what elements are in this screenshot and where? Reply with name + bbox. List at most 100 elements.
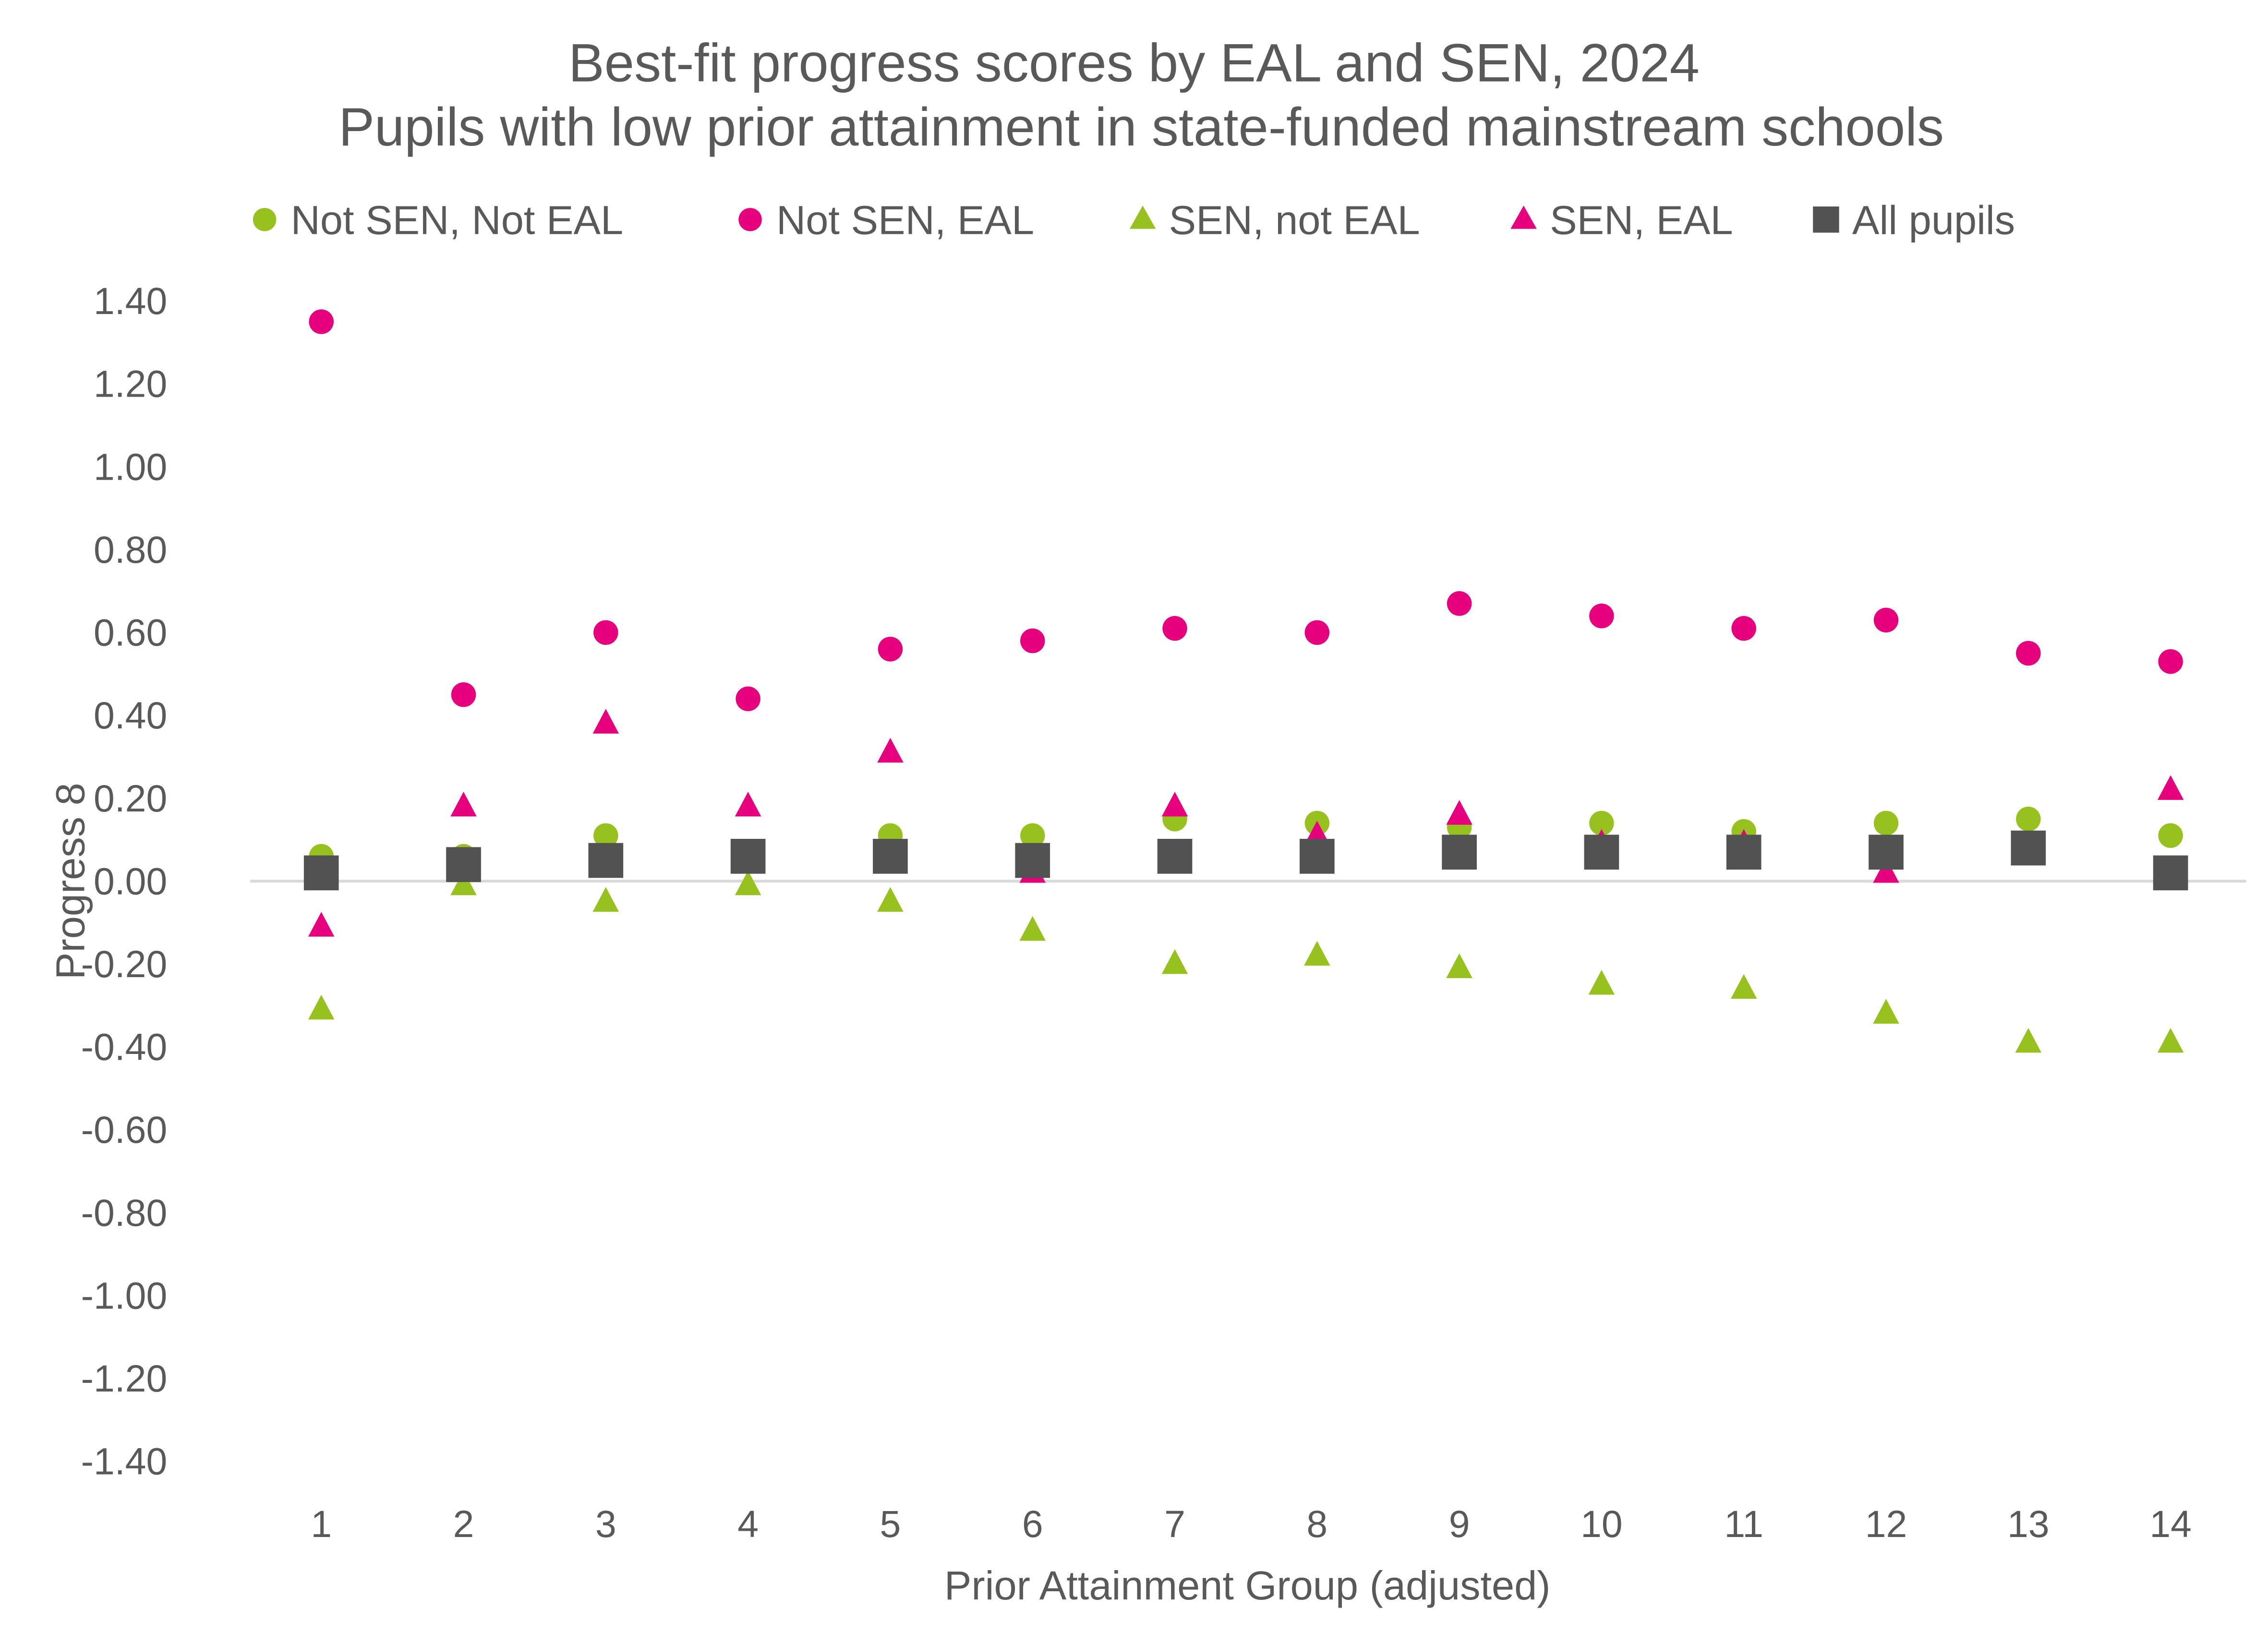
y-tick-label: 0.80 [94, 529, 167, 571]
x-tick-label: 6 [1022, 1503, 1043, 1545]
legend-item: SEN, EAL [1510, 197, 1733, 243]
data-point [736, 686, 760, 712]
data-point [1446, 953, 1472, 978]
data-point [308, 994, 335, 1020]
y-tick-label: 0.40 [94, 694, 167, 737]
series-sen-eal [308, 709, 2184, 937]
series-sen-not-eal [308, 870, 2184, 1053]
legend-item: SEN, not EAL [1129, 197, 1420, 243]
legend-marker-icon [1813, 206, 1839, 233]
series-not-sen-eal [309, 309, 2183, 712]
series-all-pupils [303, 830, 2188, 891]
data-point [2015, 1028, 2042, 1053]
data-point [1873, 607, 1899, 633]
data-point [2016, 641, 2041, 666]
data-point [1020, 628, 1045, 654]
data-point [1731, 616, 1756, 641]
data-point [451, 682, 476, 707]
x-tick-label: 12 [1865, 1503, 1907, 1545]
chart-subtitle: Pupils with low prior attainment in stat… [338, 97, 1944, 157]
data-point [878, 637, 903, 662]
data-point [2153, 855, 2188, 891]
x-tick-label: 3 [595, 1503, 616, 1545]
legend-marker-icon [1510, 206, 1537, 229]
data-point [1299, 839, 1335, 874]
y-tick-label: -1.00 [81, 1274, 167, 1317]
data-point [1869, 835, 1904, 870]
data-point [730, 839, 766, 874]
data-point [450, 870, 477, 896]
data-point [303, 855, 339, 891]
data-point [593, 823, 618, 848]
data-point [1726, 835, 1761, 870]
data-point [1446, 800, 1472, 825]
data-point [1873, 858, 1899, 883]
data-point [593, 620, 618, 645]
data-point [1873, 999, 1899, 1024]
y-tick-label: -0.20 [81, 943, 167, 985]
x-tick-label: 4 [737, 1503, 759, 1545]
data-point [446, 847, 481, 882]
y-tick-label: -1.20 [81, 1357, 167, 1400]
chart-title: Best-fit progress scores by EAL and SEN,… [568, 33, 1700, 93]
y-tick-label: -0.80 [81, 1192, 167, 1234]
y-tick-label: 1.40 [94, 280, 167, 322]
x-axis-ticks: 1 2 3 4 5 6 7 8 9 10 11 12 13 14 [311, 1503, 2192, 1545]
data-point [450, 791, 477, 817]
legend-item: Not SEN, Not EAL [253, 197, 623, 243]
y-tick-label: -0.60 [81, 1109, 167, 1151]
y-tick-label: 1.00 [94, 446, 167, 488]
x-tick-label: 10 [1580, 1503, 1623, 1545]
data-point [1157, 839, 1193, 874]
data-point [1442, 835, 1477, 870]
data-point [1019, 916, 1046, 941]
series-not-sen-not-eal [309, 806, 2183, 869]
data-point [309, 309, 334, 334]
x-tick-label: 7 [1164, 1503, 1185, 1545]
y-tick-label: 0.60 [94, 612, 167, 654]
data-point [1020, 823, 1045, 848]
data-point [877, 887, 904, 912]
data-point [1161, 949, 1188, 974]
data-point [592, 709, 619, 734]
data-point [308, 912, 335, 937]
y-axis-ticks: 1.40 1.20 1.00 0.80 0.60 0.40 0.20 0.00 -0.20 -0.… [81, 280, 167, 1483]
data-point [2157, 775, 2184, 800]
data-point [1304, 620, 1330, 645]
legend: Not SEN, Not EAL Not SEN, EAL SEN, not EAL… [253, 197, 2015, 243]
legend-item: All pupils [1813, 197, 2015, 243]
y-tick-label: 0.00 [94, 860, 167, 902]
x-tick-label: 5 [880, 1503, 901, 1545]
data-point [1873, 811, 1899, 836]
legend-label: SEN, not EAL [1169, 197, 1420, 243]
data-point [588, 843, 624, 878]
legend-label: Not SEN, EAL [776, 197, 1034, 243]
data-point [735, 870, 761, 896]
legend-marker-icon [738, 208, 762, 231]
x-tick-label: 11 [1724, 1503, 1763, 1545]
data-point [1015, 843, 1050, 878]
data-point [1730, 974, 1757, 999]
y-tick-label: -1.40 [81, 1440, 167, 1483]
data-point [1589, 604, 1614, 629]
data-point [735, 791, 761, 817]
x-tick-label: 13 [2007, 1503, 2050, 1545]
data-point [873, 839, 908, 874]
legend-label: Not SEN, Not EAL [291, 197, 624, 243]
y-tick-label: 0.20 [94, 777, 167, 820]
data-point [1161, 791, 1188, 817]
y-tick-label: -0.40 [81, 1026, 167, 1068]
legend-marker-icon [253, 208, 277, 231]
y-tick-label: 1.20 [94, 363, 167, 405]
data-point [1589, 811, 1614, 836]
data-point [2157, 1028, 2184, 1053]
data-point [2016, 806, 2041, 832]
data-point [592, 887, 619, 912]
x-tick-label: 1 [311, 1503, 332, 1545]
legend-label: SEN, EAL [1550, 197, 1733, 243]
data-marks [303, 309, 2188, 1053]
data-point [2158, 649, 2183, 674]
data-point [2158, 823, 2183, 848]
y-axis-label: Progress 8 [48, 783, 93, 980]
